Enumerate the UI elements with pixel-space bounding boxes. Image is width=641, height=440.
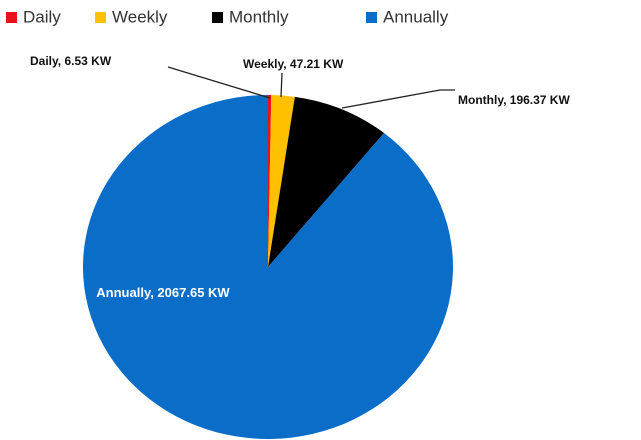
data-label: Daily, 6.53 KW <box>30 54 112 68</box>
legend-label: Annually <box>383 7 449 26</box>
data-label: Monthly, 196.37 KW <box>458 93 570 107</box>
leader-line <box>167 66 271 99</box>
legend-swatch <box>6 12 17 23</box>
leader-line <box>341 89 455 109</box>
data-label: Annually, 2067.65 KW <box>96 285 230 300</box>
legend-label: Monthly <box>229 7 289 26</box>
legend-swatch <box>212 12 223 23</box>
pie-slice <box>268 96 385 268</box>
leader-line <box>280 72 283 98</box>
pie-slice <box>82 95 453 439</box>
data-label: Weekly, 47.21 KW <box>243 57 344 71</box>
pie-slice <box>268 95 272 267</box>
legend-label: Daily <box>23 7 61 26</box>
legend-swatch <box>366 12 377 23</box>
pie-slice <box>268 95 295 267</box>
legend-swatch <box>95 12 106 23</box>
legend-label: Weekly <box>112 7 168 26</box>
